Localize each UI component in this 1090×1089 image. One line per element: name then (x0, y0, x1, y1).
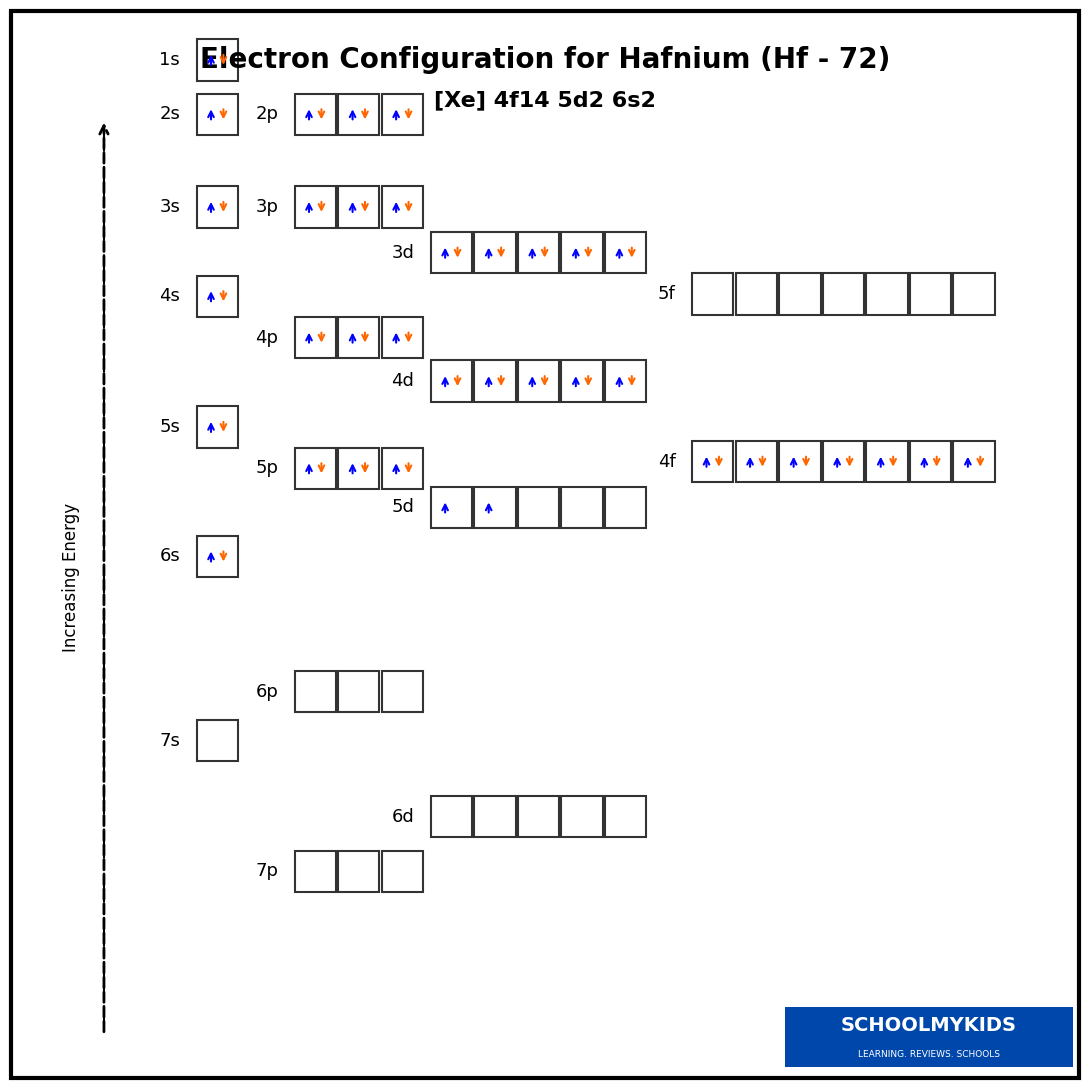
Text: 7s: 7s (159, 732, 180, 749)
Bar (605, 487, 646, 528)
Bar (196, 39, 238, 81)
Bar (338, 671, 379, 712)
Bar (196, 720, 238, 761)
Bar (605, 360, 646, 402)
Text: 3p: 3p (255, 198, 278, 216)
Bar (561, 360, 603, 402)
Bar (294, 94, 336, 135)
Bar (910, 273, 952, 315)
Bar (474, 232, 516, 273)
Bar (431, 796, 472, 837)
Bar (382, 448, 423, 489)
Bar (474, 360, 516, 402)
Bar (294, 671, 336, 712)
Bar (785, 1007, 1074, 1067)
Text: 4p: 4p (255, 329, 278, 346)
Bar (867, 273, 908, 315)
Bar (518, 487, 559, 528)
Bar (736, 273, 777, 315)
Bar (561, 796, 603, 837)
Text: 6s: 6s (159, 548, 180, 565)
Bar (692, 441, 734, 482)
Text: 5d: 5d (391, 499, 414, 516)
Bar (338, 448, 379, 489)
Bar (779, 273, 821, 315)
Bar (382, 317, 423, 358)
Bar (382, 671, 423, 712)
Bar (338, 317, 379, 358)
Text: 3s: 3s (159, 198, 180, 216)
Bar (518, 360, 559, 402)
Bar (954, 441, 995, 482)
Bar (561, 487, 603, 528)
Text: 6p: 6p (255, 683, 278, 700)
Text: 6d: 6d (391, 808, 414, 825)
Bar (338, 94, 379, 135)
Bar (431, 360, 472, 402)
Bar (518, 232, 559, 273)
Bar (431, 487, 472, 528)
Bar (196, 94, 238, 135)
Bar (518, 796, 559, 837)
Text: 1s: 1s (159, 51, 180, 69)
Bar (338, 851, 379, 892)
Bar (474, 796, 516, 837)
Bar (954, 273, 995, 315)
Bar (382, 186, 423, 228)
Text: 5s: 5s (159, 418, 180, 436)
Bar (196, 276, 238, 317)
Text: [Xe] 4f14 5d2 6s2: [Xe] 4f14 5d2 6s2 (434, 90, 656, 110)
Bar (867, 441, 908, 482)
Bar (382, 851, 423, 892)
Bar (823, 441, 864, 482)
Bar (474, 487, 516, 528)
Bar (910, 441, 952, 482)
Text: SCHOOLMYKIDS: SCHOOLMYKIDS (840, 1016, 1017, 1036)
Text: 4s: 4s (159, 287, 180, 305)
Text: 3d: 3d (391, 244, 414, 261)
Bar (605, 232, 646, 273)
Bar (382, 94, 423, 135)
Text: Increasing Energy: Increasing Energy (62, 503, 81, 651)
Bar (294, 186, 336, 228)
Text: 5f: 5f (658, 285, 676, 303)
Bar (431, 232, 472, 273)
Bar (196, 536, 238, 577)
Text: 7p: 7p (255, 862, 278, 880)
Text: 4f: 4f (658, 453, 676, 470)
Bar (605, 796, 646, 837)
Bar (294, 851, 336, 892)
Text: LEARNING. REVIEWS. SCHOOLS: LEARNING. REVIEWS. SCHOOLS (858, 1050, 1000, 1059)
Text: Electron Configuration for Hafnium (Hf - 72): Electron Configuration for Hafnium (Hf -… (199, 46, 891, 74)
Bar (692, 273, 734, 315)
Bar (196, 406, 238, 448)
Bar (823, 273, 864, 315)
Bar (779, 441, 821, 482)
Bar (294, 317, 336, 358)
Text: 2s: 2s (159, 106, 180, 123)
Bar (736, 441, 777, 482)
Bar (561, 232, 603, 273)
Bar (196, 186, 238, 228)
Bar (294, 448, 336, 489)
Bar (338, 186, 379, 228)
Text: 5p: 5p (255, 460, 278, 477)
Text: 4d: 4d (391, 372, 414, 390)
FancyBboxPatch shape (11, 11, 1079, 1078)
Text: 2p: 2p (255, 106, 278, 123)
